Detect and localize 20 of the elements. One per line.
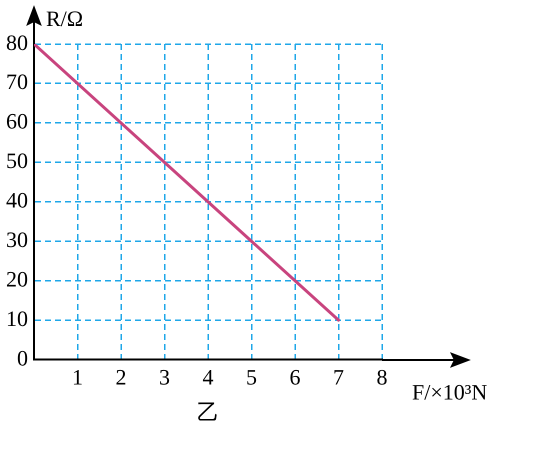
y-tick-label: 80 xyxy=(6,30,28,55)
y-tick-label: 0 xyxy=(17,345,28,370)
x-tick-label: 4 xyxy=(202,364,214,390)
y-tick-label: 40 xyxy=(6,188,28,213)
text: 乙 xyxy=(197,399,219,424)
x-tick-label: 8 xyxy=(376,364,388,390)
x-axis-title: F/×10³N xyxy=(412,379,488,404)
y-tick-label: 30 xyxy=(6,227,28,252)
x-tick-label: 2 xyxy=(116,364,126,390)
y-tick-label: 10 xyxy=(6,306,28,331)
y-tick-label: 70 xyxy=(6,69,28,94)
y-tick-label: 20 xyxy=(6,266,28,292)
x-tick-label: 3 xyxy=(159,364,170,390)
x-tick-label: 7 xyxy=(333,364,344,390)
y-axis-title: R/Ω xyxy=(46,6,84,31)
y-tick-label: 60 xyxy=(6,108,28,134)
x-tick-label: 5 xyxy=(246,364,257,390)
x-tick-label: 1 xyxy=(72,364,83,390)
x-tick-label: 6 xyxy=(290,364,300,390)
y-tick-label: 50 xyxy=(6,148,28,174)
